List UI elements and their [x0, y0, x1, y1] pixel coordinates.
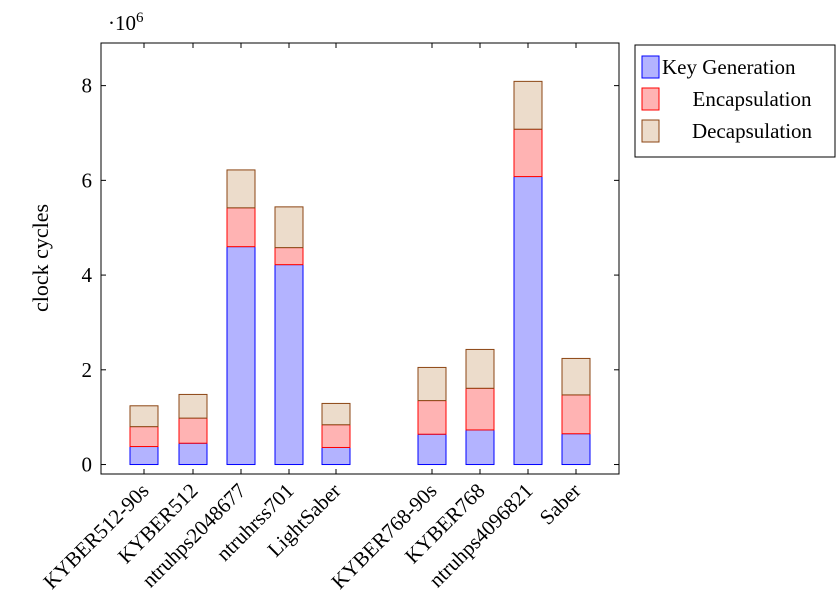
bar-encaps-6 [417, 400, 447, 435]
bar-encaps-7 [465, 387, 495, 431]
bar-decaps-9 [561, 357, 591, 396]
bar-keygen-4 [274, 264, 304, 466]
y-tick-label-3: 6 [82, 168, 93, 192]
y-tick-label-2: 4 [82, 263, 93, 287]
legend-label-keygen: Key Generation [662, 55, 796, 79]
bar-keygen-3 [226, 246, 256, 466]
bar-keygen-6 [417, 433, 447, 466]
bar-keygen-8 [513, 176, 543, 466]
y-axis-label: clock cycles [28, 204, 53, 312]
bar-decaps-8 [513, 80, 543, 130]
y-scale-base: ·10 [108, 11, 136, 35]
y-scale-label: ·106 [108, 10, 144, 35]
bar-keygen-2 [178, 442, 208, 466]
bar-decaps-1 [129, 405, 159, 428]
bar-decaps-7 [465, 348, 495, 389]
legend-swatch-encaps [641, 87, 660, 111]
legend-label-encaps: Encapsulation [693, 87, 812, 111]
plot-frame [100, 42, 620, 475]
bar-encaps-3 [226, 207, 256, 248]
y-axis-ticks: 0 2 4 6 8 [82, 74, 619, 477]
y-tick-label-1: 2 [82, 358, 93, 382]
legend-swatch-keygen [641, 55, 660, 79]
bar-encaps-9 [561, 394, 591, 435]
bar-keygen-1 [129, 446, 159, 466]
legend-frame [634, 44, 836, 158]
y-tick-label-4: 8 [82, 74, 93, 98]
bar-decaps-3 [226, 169, 256, 209]
bar-decaps-2 [178, 393, 208, 419]
bar-encaps-4 [274, 247, 304, 266]
y-tick-label-0: 0 [82, 453, 93, 477]
bar-encaps-8 [513, 128, 543, 178]
legend-swatch-decaps [641, 119, 660, 143]
bar-encaps-2 [178, 417, 208, 444]
x-axis-ticks: KYBER512-90sKYBER512ntruhps2048677ntruhr… [38, 43, 586, 594]
bar-decaps-5 [321, 402, 351, 426]
legend-label-decaps: Decapsulation [692, 119, 813, 143]
bar-keygen-9 [561, 433, 591, 466]
y-scale-exponent: 6 [136, 10, 144, 26]
x-tick-label-9: Saber [535, 479, 586, 530]
bar-keygen-5 [321, 446, 351, 466]
bar-decaps-6 [417, 366, 447, 402]
bar-keygen-7 [465, 429, 495, 466]
bars-layer [129, 80, 591, 466]
bar-decaps-4 [274, 206, 304, 249]
bar-encaps-5 [321, 424, 351, 448]
bar-encaps-1 [129, 426, 159, 448]
legend: Key Generation Encapsulation Decapsulation [634, 44, 836, 158]
